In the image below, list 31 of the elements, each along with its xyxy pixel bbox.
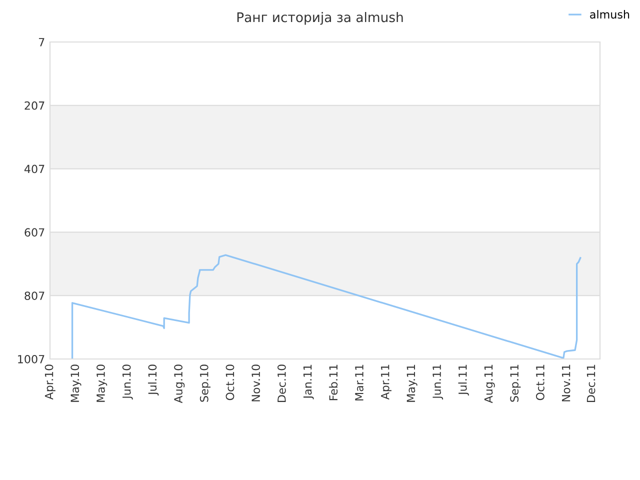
x-tick-label: Nov.10	[252, 364, 260, 402]
x-tick-label: Aug.11	[484, 364, 495, 404]
x-tick-label: Sep.10	[200, 364, 210, 402]
y-tick-label: 207	[24, 101, 44, 110]
x-tick-label: Apr.11	[381, 364, 392, 400]
y-tick-label: 607	[24, 228, 44, 237]
x-tick-label: Feb.11	[328, 364, 338, 400]
x-tick-label: Oct.11	[536, 364, 544, 400]
x-tick-label: Nov.11	[562, 364, 570, 402]
x-tick-label: Jul.10	[148, 364, 159, 396]
line-series	[71, 254, 582, 359]
legend-label: almush	[590, 10, 630, 19]
y-tick-label: 7	[38, 38, 44, 46]
x-tick-label: May.10	[96, 364, 108, 402]
x-tick-label: Oct.10	[226, 364, 234, 400]
chart-title: Ранг историја за almush	[237, 12, 403, 25]
x-tick-label: Dec.10	[277, 364, 286, 402]
x-tick-label: Mar.11	[355, 364, 364, 400]
y-tick-label: 807	[24, 292, 44, 300]
x-tick-label: Dec.11	[586, 364, 596, 402]
x-tick-label: Sep.11	[510, 364, 521, 402]
x-tick-label: Jun.11	[432, 364, 444, 400]
x-tick-label: May.11	[406, 364, 418, 402]
x-tick-label: Aug.10	[174, 364, 185, 404]
x-tick-label: Jan.11	[303, 364, 314, 400]
y-tick-label: 407	[24, 164, 44, 174]
x-tick-label: May.10	[70, 364, 82, 402]
x-tick-label: Jul.11	[458, 364, 469, 396]
x-tick-label: Jun.10	[122, 364, 133, 400]
x-tick-label: Apr.10	[44, 364, 56, 400]
y-tick-label: 1007	[18, 354, 44, 364]
